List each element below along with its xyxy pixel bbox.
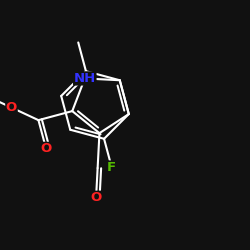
Text: O: O	[40, 142, 52, 156]
Text: O: O	[90, 191, 102, 204]
Text: NH: NH	[74, 72, 96, 85]
Text: O: O	[6, 101, 17, 114]
Text: F: F	[107, 161, 116, 174]
